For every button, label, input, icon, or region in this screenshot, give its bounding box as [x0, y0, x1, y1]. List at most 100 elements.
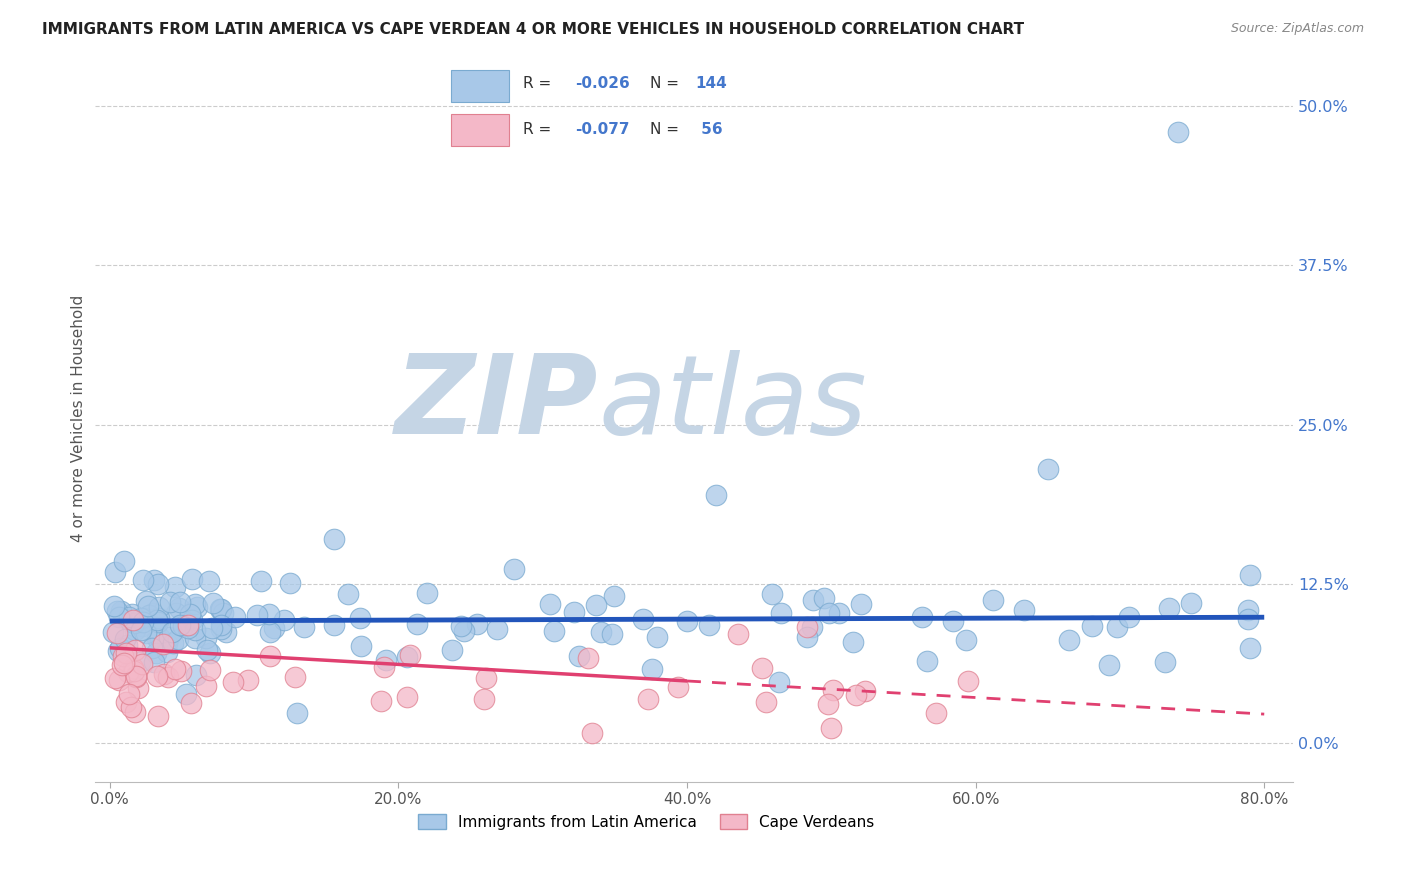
Point — [162, 636, 184, 650]
Point — [209, 602, 232, 616]
Point — [259, 649, 281, 664]
Point — [263, 621, 285, 635]
Point — [981, 593, 1004, 607]
Point — [146, 615, 169, 629]
Point — [292, 620, 315, 634]
Point — [124, 623, 146, 637]
Point — [125, 669, 148, 683]
Point — [503, 562, 526, 576]
Point — [120, 700, 142, 714]
Point — [148, 610, 170, 624]
Point — [768, 674, 790, 689]
Point — [641, 662, 664, 676]
Point — [107, 644, 129, 658]
Point — [236, 673, 259, 688]
Point — [136, 599, 159, 613]
Point — [250, 574, 273, 588]
Point — [103, 599, 125, 613]
Point — [146, 576, 169, 591]
Point — [350, 639, 373, 653]
Point — [1157, 601, 1180, 615]
Point — [165, 606, 187, 620]
Point — [1057, 632, 1080, 647]
Point — [105, 626, 128, 640]
Point — [827, 606, 849, 620]
Point — [1236, 612, 1258, 626]
Point — [177, 617, 200, 632]
Point — [201, 621, 224, 635]
Point — [177, 621, 200, 635]
Legend: Immigrants from Latin America, Cape Verdeans: Immigrants from Latin America, Cape Verd… — [412, 807, 880, 836]
Point — [181, 613, 204, 627]
Point — [955, 632, 977, 647]
Point — [184, 623, 207, 637]
Point — [1118, 610, 1140, 624]
Point — [112, 648, 135, 663]
Point — [138, 608, 160, 623]
Point — [180, 696, 202, 710]
Point — [124, 705, 146, 719]
Point — [273, 613, 295, 627]
Point — [1239, 568, 1261, 582]
Point — [132, 611, 155, 625]
Point — [183, 597, 205, 611]
Point — [450, 619, 472, 633]
Point — [115, 647, 138, 661]
Point — [108, 673, 131, 687]
Point — [104, 565, 127, 579]
Point — [755, 695, 778, 709]
Point — [145, 646, 167, 660]
Point — [821, 683, 844, 698]
Point — [675, 615, 697, 629]
Text: Source: ZipAtlas.com: Source: ZipAtlas.com — [1230, 22, 1364, 36]
Point — [152, 637, 174, 651]
Point — [146, 669, 169, 683]
Point — [131, 623, 153, 637]
Point — [131, 619, 153, 633]
Point — [160, 625, 183, 640]
Point — [121, 607, 143, 622]
Point — [157, 630, 180, 644]
Point — [631, 612, 654, 626]
Point — [278, 575, 301, 590]
Point — [142, 573, 165, 587]
Point — [174, 687, 197, 701]
Point — [165, 662, 187, 676]
Point — [589, 624, 612, 639]
Point — [602, 590, 624, 604]
Point — [801, 593, 824, 607]
Point — [375, 653, 398, 667]
Point — [212, 606, 235, 620]
Point — [117, 609, 139, 624]
Point — [105, 604, 128, 618]
Point — [842, 635, 865, 649]
Point — [159, 595, 181, 609]
Point — [645, 630, 668, 644]
Y-axis label: 4 or more Vehicles in Household: 4 or more Vehicles in Household — [72, 294, 86, 542]
Point — [568, 649, 591, 664]
Point — [198, 574, 221, 589]
Point — [195, 642, 218, 657]
Point — [761, 587, 783, 601]
Point — [853, 683, 876, 698]
Point — [246, 608, 269, 623]
Point — [135, 626, 157, 640]
Point — [201, 596, 224, 610]
Point — [849, 598, 872, 612]
Point — [184, 631, 207, 645]
Point — [820, 721, 842, 735]
Point — [796, 631, 818, 645]
Point — [198, 646, 221, 660]
Point — [562, 606, 585, 620]
Point — [125, 670, 148, 684]
Point — [1154, 655, 1177, 669]
Point — [122, 616, 145, 631]
Point — [132, 615, 155, 630]
Point — [581, 726, 603, 740]
Point — [215, 625, 238, 640]
Point — [112, 656, 135, 670]
Point — [751, 661, 773, 675]
Point — [637, 692, 659, 706]
Point — [179, 607, 201, 621]
Point — [925, 706, 948, 720]
